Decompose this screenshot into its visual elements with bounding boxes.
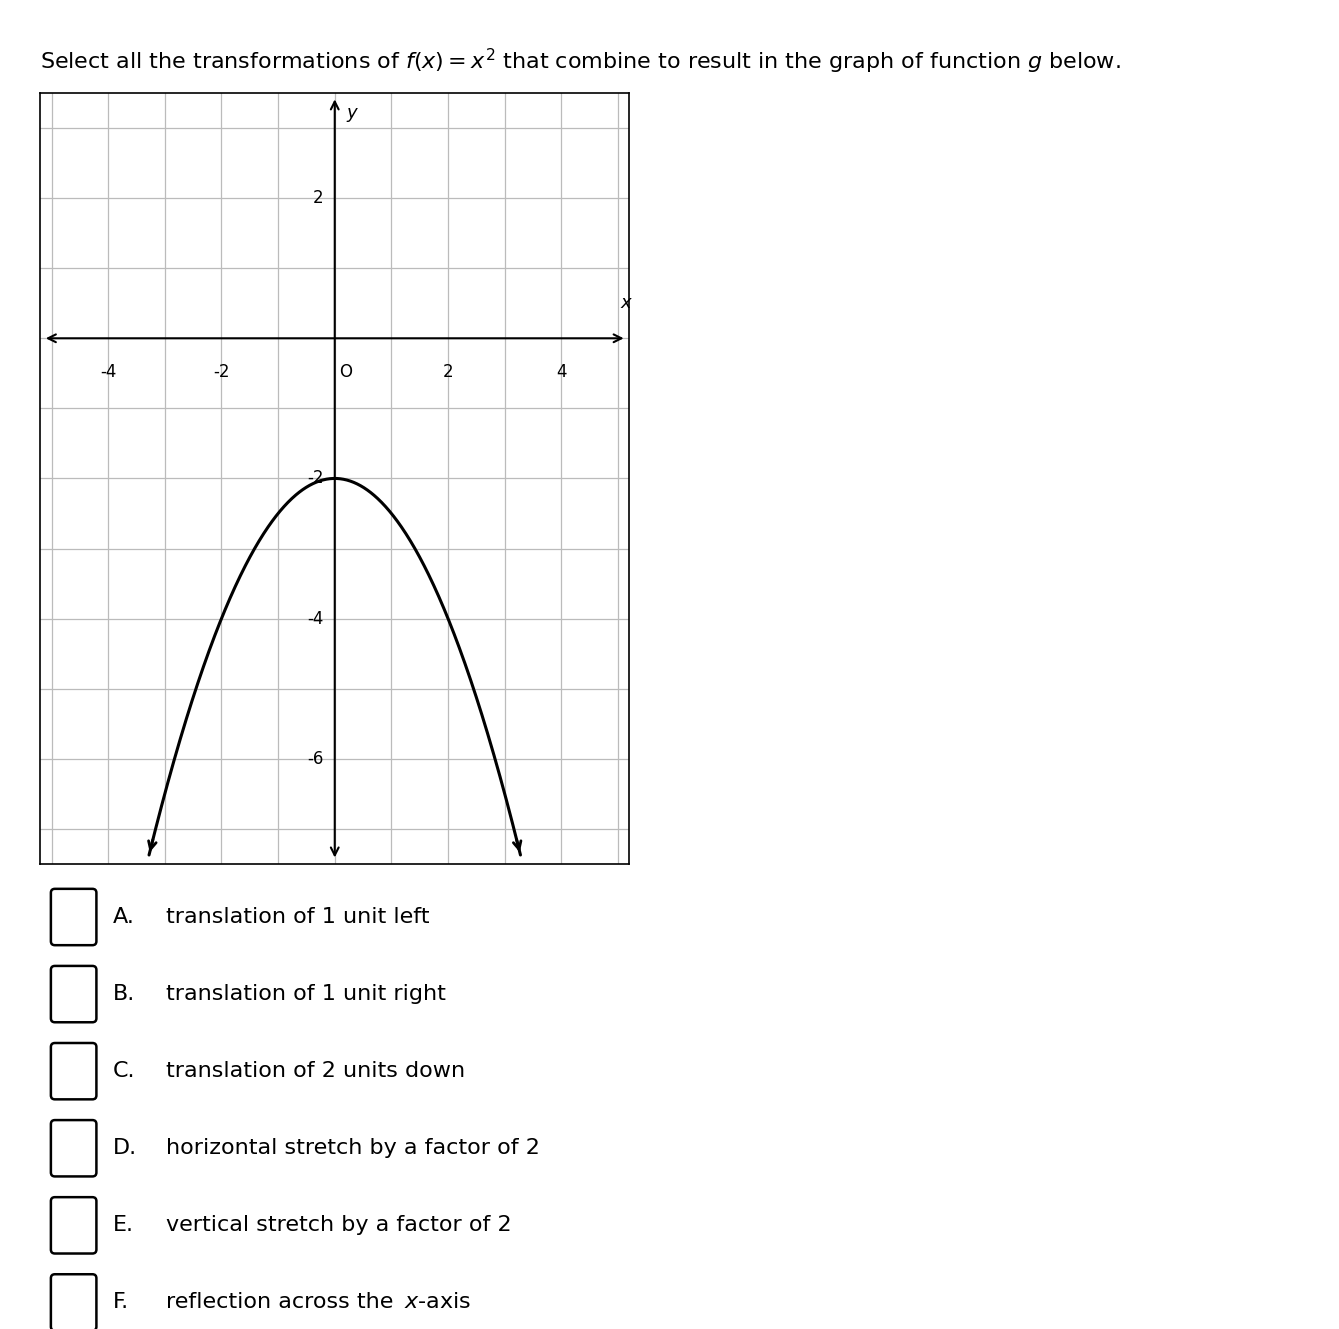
Text: D.: D.: [112, 1138, 137, 1159]
Text: vertical stretch by a factor of 2: vertical stretch by a factor of 2: [166, 1215, 511, 1236]
Text: horizontal stretch by a factor of 2: horizontal stretch by a factor of 2: [166, 1138, 540, 1159]
Text: -2: -2: [213, 363, 230, 381]
Text: A.: A.: [112, 906, 134, 928]
Text: C.: C.: [112, 1061, 135, 1082]
Text: translation of 1 unit left: translation of 1 unit left: [166, 906, 430, 928]
Text: Select all the transformations of $f(x) = x^2$ that combine to result in the gra: Select all the transformations of $f(x) …: [40, 47, 1121, 76]
Text: F.: F.: [112, 1292, 129, 1313]
Text: 2: 2: [313, 189, 324, 207]
Text: 4: 4: [556, 363, 566, 381]
Text: B.: B.: [112, 983, 135, 1005]
Text: x: x: [621, 294, 632, 312]
Text: translation of 2 units down: translation of 2 units down: [166, 1061, 465, 1082]
Text: 2: 2: [443, 363, 454, 381]
Text: -6: -6: [307, 750, 324, 768]
Text: -4: -4: [100, 363, 116, 381]
Text: reflection across the: reflection across the: [166, 1292, 400, 1313]
Text: $x$-axis: $x$-axis: [404, 1292, 471, 1313]
Text: -4: -4: [307, 610, 324, 627]
Text: O: O: [340, 363, 352, 381]
Text: -2: -2: [307, 469, 324, 488]
Text: E.: E.: [112, 1215, 134, 1236]
Text: y: y: [347, 104, 358, 121]
Text: translation of 1 unit right: translation of 1 unit right: [166, 983, 446, 1005]
